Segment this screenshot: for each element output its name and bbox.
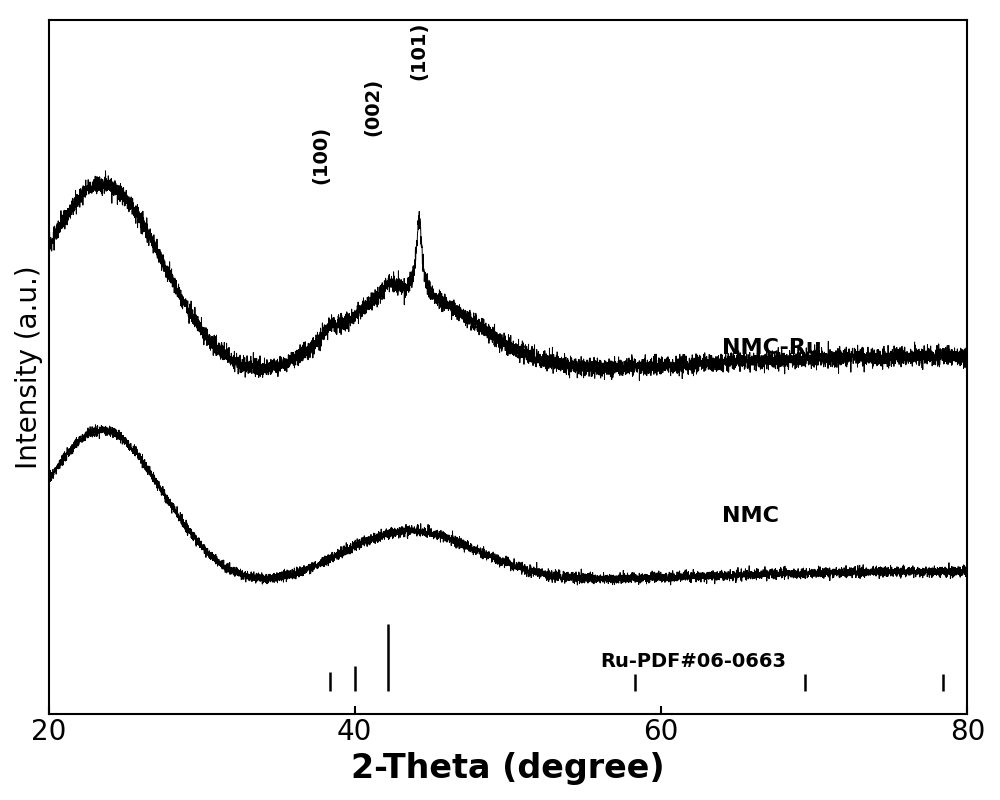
Text: (002): (002) <box>364 78 383 136</box>
X-axis label: 2-Theta (degree): 2-Theta (degree) <box>351 752 665 785</box>
Text: (100): (100) <box>312 126 331 184</box>
Text: (101): (101) <box>410 22 429 80</box>
Text: Ru-PDF#06-0663: Ru-PDF#06-0663 <box>600 652 786 671</box>
Text: NMC-Ru: NMC-Ru <box>722 338 822 358</box>
Text: NMC: NMC <box>722 506 779 526</box>
Y-axis label: Intensity (a.u.): Intensity (a.u.) <box>15 265 43 469</box>
